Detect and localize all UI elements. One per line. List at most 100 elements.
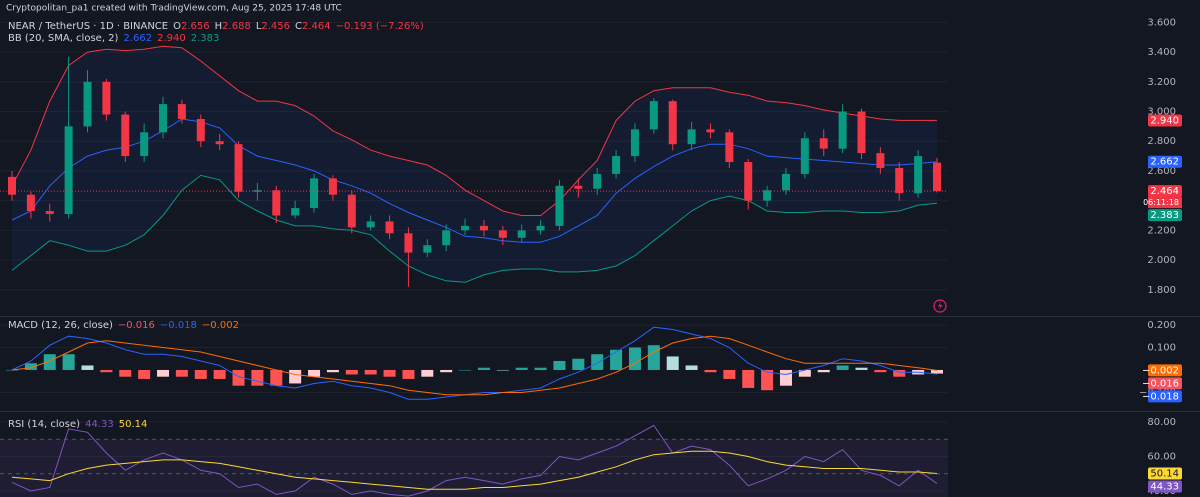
price-tag-label: 2.464	[1150, 186, 1179, 197]
histogram-bar	[477, 367, 490, 370]
macd-line	[11, 326, 938, 400]
histogram-bar	[723, 369, 736, 379]
legend-title: BB (20, SMA, close, 2)	[8, 33, 119, 44]
candle-body	[668, 101, 677, 145]
price-tag-label: 50.14	[1150, 468, 1179, 479]
ohlc-key: O	[173, 21, 181, 32]
candle-body	[649, 101, 658, 130]
candle-body	[442, 230, 451, 246]
candle-body	[385, 221, 394, 234]
candle-body	[253, 190, 262, 192]
y-tick-label: 3.200	[1147, 77, 1176, 88]
candle-body	[102, 81, 111, 115]
legend-value: 44.33	[85, 419, 114, 430]
histogram-bar	[798, 369, 811, 377]
histogram-bar	[251, 369, 264, 386]
candle-body	[895, 167, 904, 194]
candle-body	[310, 178, 319, 209]
candle-body	[630, 129, 639, 157]
histogram-bar	[308, 369, 321, 377]
legend-value: −0.018	[160, 320, 197, 331]
pane	[0, 421, 948, 497]
candle-body	[64, 126, 73, 215]
ohlc-value: 2.656	[181, 21, 210, 32]
price-tag	[1148, 480, 1182, 493]
legend: MACD (12, 26, close) −0.016 −0.018 −0.002	[8, 320, 239, 331]
histogram-bar	[81, 365, 94, 370]
price-tag-label: −0.018	[1142, 391, 1179, 402]
candle-body	[140, 132, 149, 157]
countdown-label: 06:11:18	[1143, 198, 1179, 207]
histogram-bar	[345, 369, 358, 375]
candle-body	[725, 132, 734, 163]
price-tag	[1148, 155, 1182, 168]
candle-body	[26, 194, 35, 212]
candle-body	[687, 129, 696, 145]
histogram-bar	[742, 369, 755, 388]
histogram-bar	[761, 369, 774, 391]
band-fill	[12, 46, 937, 283]
legend-value: 2.662	[123, 33, 152, 44]
histogram-bar	[213, 369, 226, 379]
candle-body	[838, 111, 847, 149]
candle-body	[800, 138, 809, 174]
histogram-bar	[62, 354, 75, 370]
candle-body	[763, 190, 772, 201]
histogram-bar	[326, 369, 339, 373]
price-tag	[1148, 209, 1182, 222]
histogram-bar	[459, 369, 472, 371]
price-tag	[1148, 390, 1182, 403]
y-tick-label: 60.00	[1147, 451, 1176, 462]
y-tick-label: 2.200	[1147, 225, 1176, 236]
histogram-bar	[534, 367, 547, 370]
histogram-bar	[421, 369, 434, 377]
price-tag	[1148, 364, 1182, 377]
histogram-bar	[289, 369, 302, 384]
histogram-bar	[157, 369, 170, 377]
price-tag-label: 44.33	[1150, 481, 1179, 492]
histogram-bar	[572, 358, 585, 370]
candle-body	[215, 141, 224, 145]
y-tick-label: 2.000	[1147, 255, 1176, 266]
y-tick-label: 80.00	[1147, 417, 1176, 428]
ohlc-value: 2.688	[222, 21, 251, 32]
ohlc-value: 2.464	[302, 21, 331, 32]
candle-body	[914, 156, 923, 194]
y-tick-label: 3.600	[1147, 17, 1176, 28]
y-tick-label: 3.400	[1147, 47, 1176, 58]
histogram-bar	[931, 369, 943, 374]
histogram-bar	[383, 369, 396, 377]
legend-title: RSI (14, close)	[8, 419, 80, 430]
y-tick-label: 2.600	[1147, 166, 1176, 177]
legend-title: MACD (12, 26, close)	[8, 320, 113, 331]
histogram-bar	[666, 356, 679, 370]
pane	[0, 21, 948, 291]
histogram-bar	[440, 369, 453, 373]
change: −0.193 (−7.26%)	[336, 21, 424, 32]
histogram-bar	[610, 349, 623, 370]
histogram-bar	[685, 365, 698, 370]
rsi-line	[11, 424, 938, 497]
histogram-bar	[100, 369, 113, 373]
candle-body	[498, 230, 507, 238]
histogram-bar	[175, 369, 188, 377]
price-tag	[1148, 114, 1182, 127]
candle-body	[45, 211, 54, 215]
histogram-bar	[779, 369, 792, 386]
candle-body	[593, 173, 602, 189]
histogram-bar	[647, 345, 660, 370]
histogram-bar	[704, 369, 717, 373]
band-line	[11, 45, 937, 216]
histogram-bar	[591, 354, 604, 370]
legend: RSI (14, close) 44.33 50.14	[8, 419, 147, 430]
candle-body	[857, 111, 866, 154]
y-tick-label: 1.800	[1147, 285, 1176, 296]
candle-body	[876, 153, 885, 168]
y-tick-label: 0.200	[1147, 320, 1176, 331]
histogram-bar	[43, 354, 56, 370]
y-tick-label: 0.100	[1147, 342, 1176, 353]
histogram-bar	[893, 369, 906, 377]
